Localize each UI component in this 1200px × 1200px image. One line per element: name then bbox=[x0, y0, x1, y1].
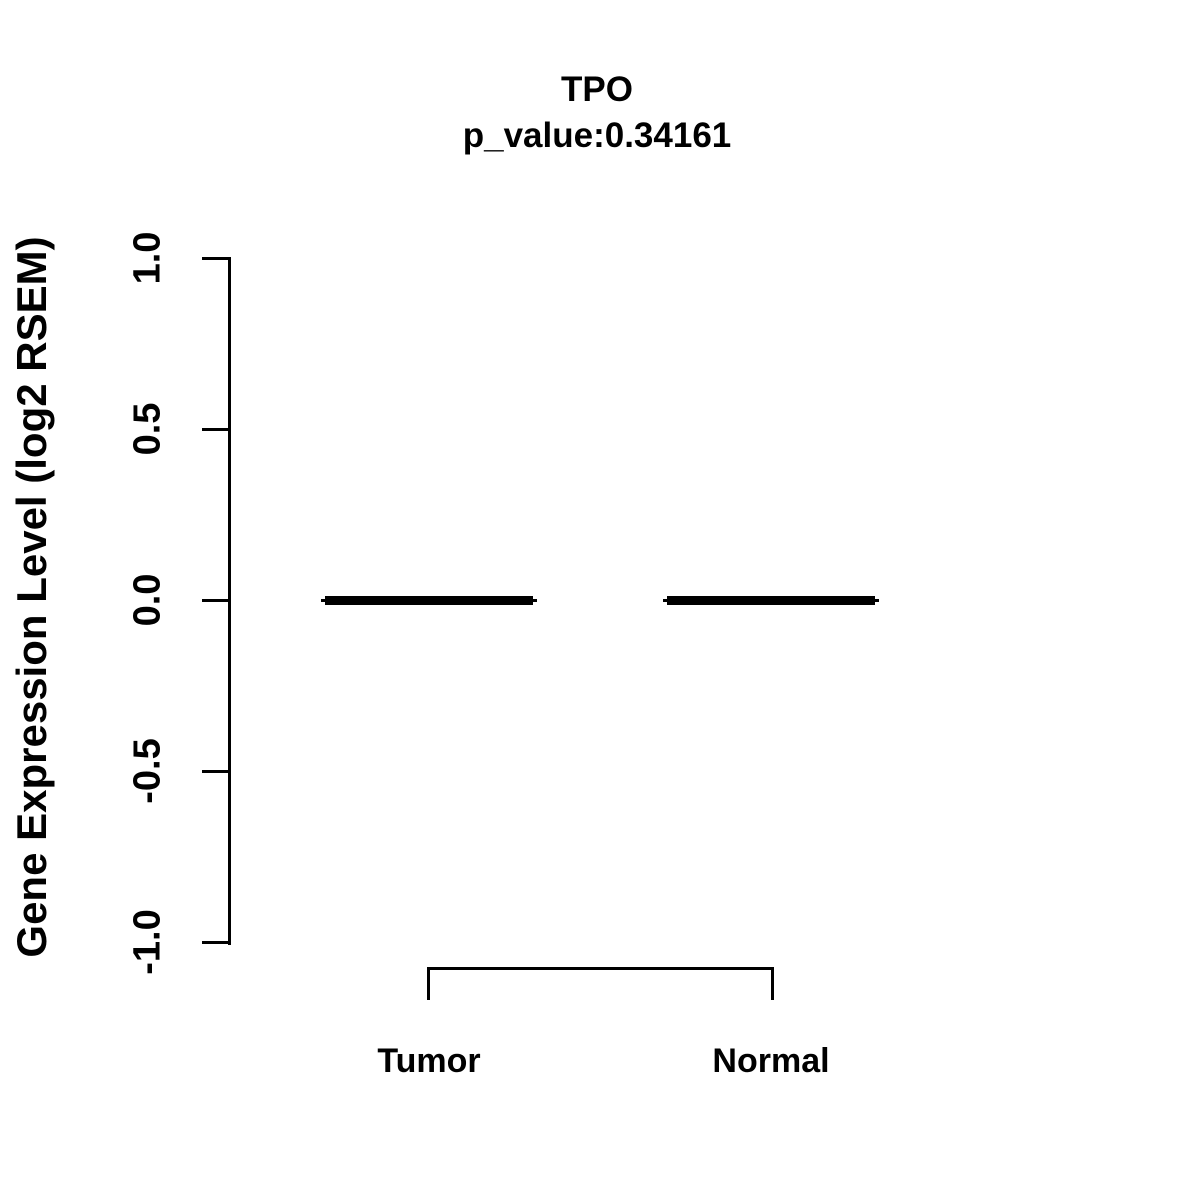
bracket-right-drop bbox=[771, 967, 774, 1000]
box-median-bar bbox=[325, 595, 533, 605]
bracket-horizontal-line bbox=[427, 967, 774, 970]
y-tick-label: -1.0 bbox=[126, 909, 169, 975]
y-tick-mark bbox=[202, 598, 230, 602]
box-edge-stub-left bbox=[663, 598, 667, 602]
box-median-bar bbox=[667, 595, 875, 605]
box-edge-stub-right bbox=[875, 598, 879, 602]
box-edge-stub-left bbox=[321, 598, 325, 602]
chart-subtitle-pvalue: p_value:0.34161 bbox=[462, 116, 732, 155]
x-category-label-tumor: Tumor bbox=[377, 1042, 481, 1080]
y-tick-label: -0.5 bbox=[126, 738, 169, 804]
y-tick-mark bbox=[202, 940, 230, 944]
y-tick-mark bbox=[202, 256, 230, 260]
chart-title: TPO bbox=[561, 70, 633, 109]
y-tick-label: 0.0 bbox=[126, 573, 169, 627]
y-tick-label: 0.5 bbox=[126, 402, 169, 456]
y-tick-mark bbox=[202, 769, 230, 773]
y-tick-mark bbox=[202, 427, 230, 431]
bracket-left-drop bbox=[427, 967, 430, 1000]
box-edge-stub-right bbox=[533, 598, 537, 602]
y-axis-label: Gene Expression Level (log2 RSEM) bbox=[8, 236, 55, 958]
y-tick-label: 1.0 bbox=[126, 231, 169, 285]
x-category-label-normal: Normal bbox=[712, 1042, 830, 1080]
